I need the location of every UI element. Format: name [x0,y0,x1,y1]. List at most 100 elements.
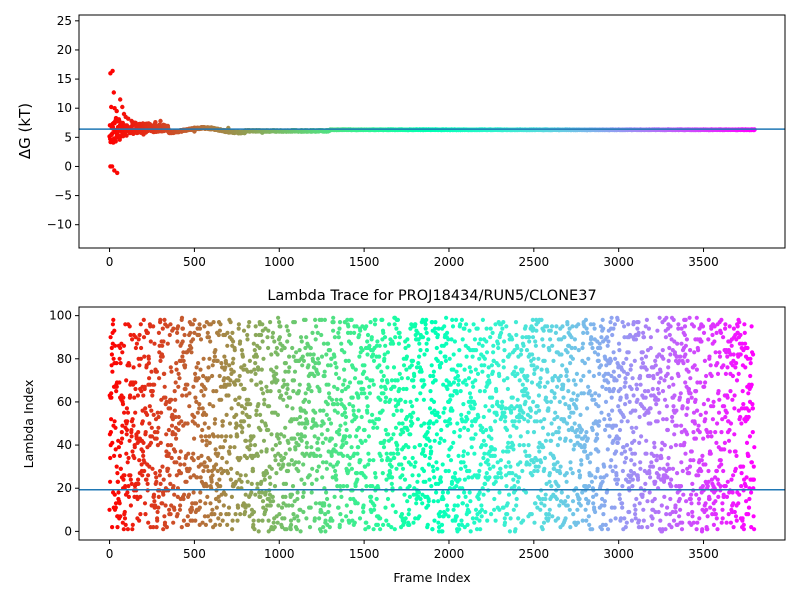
lambda-point [107,507,112,512]
lambda-point [483,443,488,448]
lambda-point [220,419,225,424]
lambda-point [508,464,513,469]
lambda-point [571,447,576,452]
lambda-point [461,453,466,458]
lambda-point [137,363,142,368]
lambda-point [111,356,116,361]
lambda-point [475,371,481,376]
lambda-point [530,352,535,357]
lambda-point [366,451,371,456]
lambda-point [181,518,186,523]
lambda-point [185,514,190,519]
lambda-point [407,484,412,489]
lambda-point [200,438,205,443]
lambda-point [375,425,380,430]
lambda-point [392,322,397,327]
lambda-point [309,481,315,486]
lambda-point [419,369,424,374]
lambda-point [502,410,507,415]
lambda-point [161,492,166,497]
lambda-point [444,503,449,508]
lambda-point [375,339,380,344]
lambda-point [591,501,596,506]
lambda-point [435,410,440,415]
lambda-point [303,410,308,415]
lambda-point [347,462,352,467]
lambda-point [434,432,439,437]
lambda-point [113,447,118,452]
lambda-point [179,419,184,424]
lambda-point [593,509,598,515]
lambda-point [457,527,462,532]
lambda-point [384,451,389,456]
lambda-point [196,376,201,381]
lambda-point [314,324,319,329]
lambda-point [482,389,487,394]
lambda-point [518,352,524,357]
lambda-point [423,322,428,327]
lambda-point [262,477,267,482]
lambda-point [258,494,263,499]
lambda-point [238,382,243,387]
lambda-point [258,380,263,385]
lambda-point [602,503,607,508]
lambda-point [235,518,240,523]
lambda-point [181,496,186,502]
lambda-point [450,393,455,398]
lambda-point [321,421,326,426]
lambda-point [540,425,546,430]
lambda-point [157,468,163,474]
lambda-point [455,503,460,508]
lambda-point [468,369,474,374]
lambda-point [571,410,576,415]
lambda-point [453,471,458,476]
lambda-point [410,358,416,363]
lambda-point [608,518,613,523]
lambda-point [168,365,173,370]
lambda-point [147,376,152,381]
lambda-point [420,335,426,340]
lambda-point [481,492,486,497]
lambda-point [539,367,544,372]
lambda-point [592,326,597,331]
lambda-point [462,490,467,495]
lambda-point [171,326,176,331]
lambda-point [613,423,619,428]
lambda-point [606,412,611,417]
lambda-point [503,419,508,424]
lambda-point [191,458,196,463]
lambda-point [300,494,306,499]
lambda-point [424,330,429,335]
lambda-point [389,481,394,486]
lambda-point [186,451,191,456]
lambda-point [267,475,272,480]
lambda-point [190,337,196,342]
lambda-point [228,320,233,325]
lambda-point [211,320,216,325]
lambda-point [605,527,611,532]
lambda-point [575,520,581,525]
lambda-point [282,434,287,439]
lambda-point [432,438,437,443]
lambda-point [125,490,130,495]
lambda-point [525,378,530,383]
lambda-point [253,371,258,376]
lambda-point [405,427,410,433]
lambda-point [534,328,539,333]
lambda-point [489,436,494,441]
lambda-point [217,373,222,379]
lambda-point [409,363,414,368]
lambda-point [414,501,419,506]
lambda-point [552,395,557,400]
lambda-point [355,501,360,506]
lambda-point [406,445,411,450]
lambda-point [501,358,506,363]
lambda-point [472,451,477,456]
lambda-point [502,348,507,353]
lambda-point [424,341,429,346]
lambda-point [312,516,317,521]
lambda-point [590,527,595,532]
lambda-point [354,434,359,439]
lambda-point [502,339,507,344]
lambda-point [448,458,454,463]
